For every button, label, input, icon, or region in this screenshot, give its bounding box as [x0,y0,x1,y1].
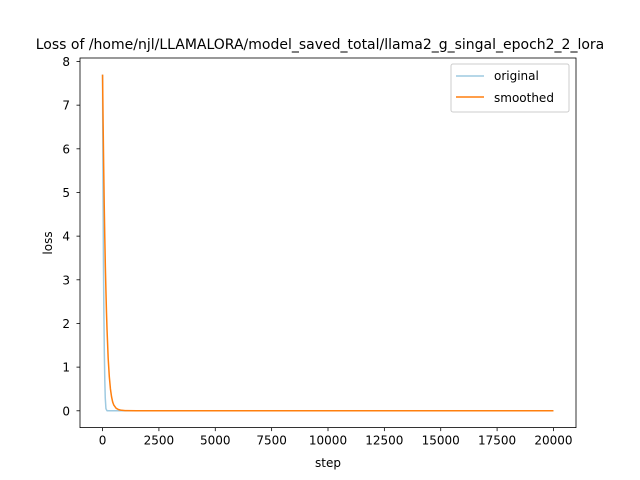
y-tick-label: 3 [62,273,70,287]
y-tick-label: 5 [62,186,70,200]
x-tick-label: 0 [99,434,107,448]
y-tick-label: 2 [62,317,70,331]
x-tick-label: 5000 [200,434,231,448]
y-tick-label: 1 [62,361,70,375]
x-tick-label: 20000 [534,434,572,448]
x-tick-label: 17500 [478,434,516,448]
y-tick-label: 4 [62,230,70,244]
x-tick-label: 15000 [422,434,460,448]
chart-title: Loss of /home/njl/LLAMALORA/model_saved_… [36,37,605,53]
series-line-smoothed [101,74,554,412]
x-tick-label: 10000 [309,434,347,448]
y-axis-title: loss [41,231,55,254]
x-tick-label: 7500 [256,434,287,448]
x-tick-label: 12500 [365,434,403,448]
y-tick-label: 8 [62,55,70,69]
legend-label-smoothed: smoothed [494,91,554,105]
legend: original smoothed [450,63,570,113]
y-tick-label: 6 [62,142,70,156]
y-tick-label: 0 [62,404,70,418]
y-tick-label: 7 [62,99,70,113]
legend-label-original: original [494,69,539,83]
x-axis-title: step [315,456,341,470]
x-tick-label: 2500 [144,434,175,448]
